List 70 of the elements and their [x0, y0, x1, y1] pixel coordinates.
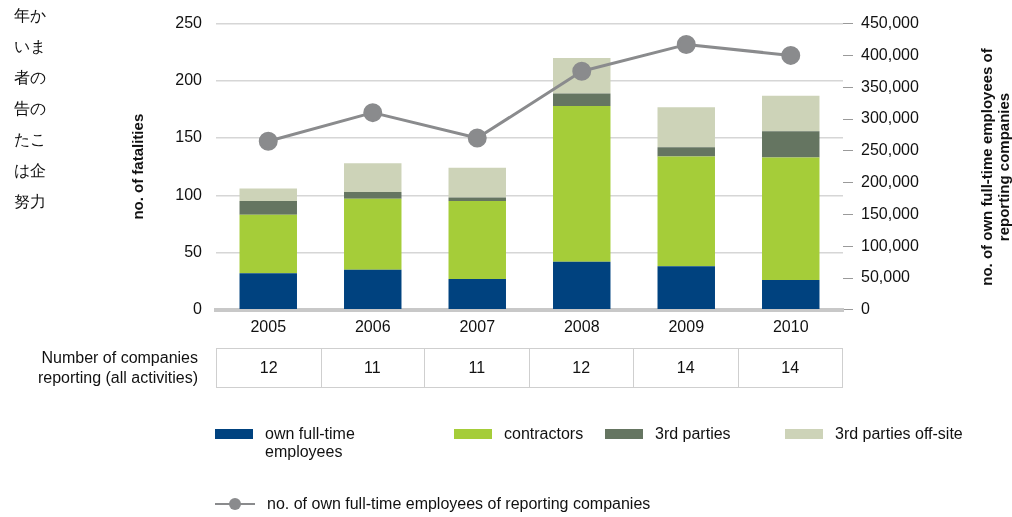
text: Number of companies reporting (all activities) [36, 348, 198, 388]
y-axis-title: no. of fatalities [129, 113, 147, 220]
bar [553, 93, 611, 107]
bar [657, 266, 715, 310]
x-tick-label: 2007 [459, 317, 496, 335]
x-tick-label: 2006 [354, 317, 391, 335]
bar [344, 191, 402, 199]
legend-label: 3rd parties off-site [835, 425, 963, 443]
text: 者の [14, 67, 46, 89]
bar [657, 147, 715, 157]
text: 14 [634, 348, 739, 388]
bar [448, 167, 506, 198]
bar [239, 201, 297, 215]
y2-tick-label: 400,000 [861, 45, 919, 63]
x-tick-label: 2010 [772, 317, 809, 335]
point [676, 35, 696, 55]
bar [762, 131, 820, 158]
text: 年か [14, 5, 46, 27]
bar [239, 214, 297, 274]
bar [344, 269, 402, 310]
y2-tick-label: 150,000 [861, 204, 919, 222]
y2-tick-label: 100,000 [861, 236, 919, 254]
bar [553, 106, 611, 262]
bar [239, 273, 297, 310]
y2-axis-title: no. of own full-time employees of reporting companies [978, 47, 1012, 288]
x-tick-label: 2005 [250, 317, 287, 335]
y2-tick-label: 50,000 [861, 268, 911, 286]
bar [657, 156, 715, 267]
text: 告の [14, 98, 46, 120]
text: 11 [425, 348, 530, 388]
y2-tick-label: 300,000 [861, 109, 919, 127]
text: 14 [738, 348, 843, 388]
bar [448, 201, 506, 279]
point [363, 103, 383, 123]
bar [657, 107, 715, 148]
point [258, 131, 278, 151]
bar [448, 278, 506, 310]
point [781, 45, 801, 65]
legend-label: own full-time employees [265, 425, 356, 461]
y2-tick-label: 450,000 [861, 14, 919, 32]
y-tick-label: 50 [184, 242, 203, 260]
text: 努力 [14, 191, 46, 213]
y2-tick-label: 200,000 [861, 173, 919, 191]
legend-label: no. of own full-time employees of reporting companies [267, 495, 651, 513]
bar [553, 261, 611, 310]
bar [762, 95, 820, 132]
text: いま [14, 36, 46, 58]
point [467, 128, 487, 148]
bar [344, 163, 402, 192]
text: 12 [216, 348, 322, 388]
y-tick-label: 200 [175, 71, 203, 89]
x-tick-label: 2009 [668, 317, 705, 335]
y-tick-label: 250 [175, 14, 203, 32]
y-tick-label: 150 [175, 128, 203, 146]
bar [239, 188, 297, 202]
text: たこ [14, 129, 46, 151]
text: 11 [320, 348, 425, 388]
y2-tick-label: 250,000 [861, 141, 919, 159]
bar [344, 198, 402, 270]
y-tick-label: 0 [193, 300, 203, 318]
y2-tick-label: 350,000 [861, 77, 919, 95]
text: は企 [14, 160, 46, 182]
x-tick-label: 2008 [563, 317, 600, 335]
legend-label: 3rd parties [655, 425, 731, 443]
text: 12 [529, 348, 634, 388]
y-tick-label: 100 [175, 185, 203, 203]
bar [762, 157, 820, 281]
bar [762, 280, 820, 310]
legend-label: contractors [504, 425, 584, 443]
y2-tick-label: 0 [861, 300, 870, 318]
